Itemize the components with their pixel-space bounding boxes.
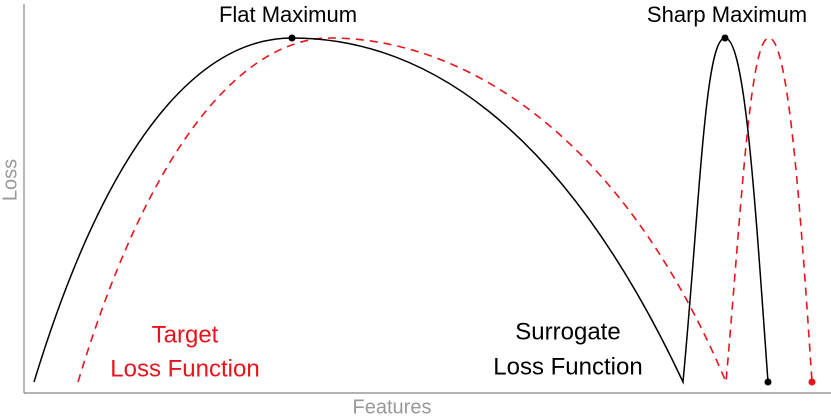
sharp-max-point [721, 34, 729, 42]
target-end-point [808, 378, 816, 386]
surrogate-label: Surrogate [515, 318, 620, 345]
surrogate-end-point [764, 378, 772, 386]
y-axis-label: Loss [0, 159, 21, 201]
flat-max-point [288, 34, 296, 42]
surrogate-curve [33, 37, 769, 385]
surrogate-label: Loss Function [493, 353, 642, 380]
sharp-max-label: Sharp Maximum [647, 2, 807, 27]
target-label: Target [152, 321, 219, 348]
flat-max-label: Flat Maximum [219, 2, 357, 27]
target-label: Loss Function [110, 355, 259, 382]
x-axis-label: Features [353, 396, 432, 418]
target-curve [77, 37, 813, 383]
